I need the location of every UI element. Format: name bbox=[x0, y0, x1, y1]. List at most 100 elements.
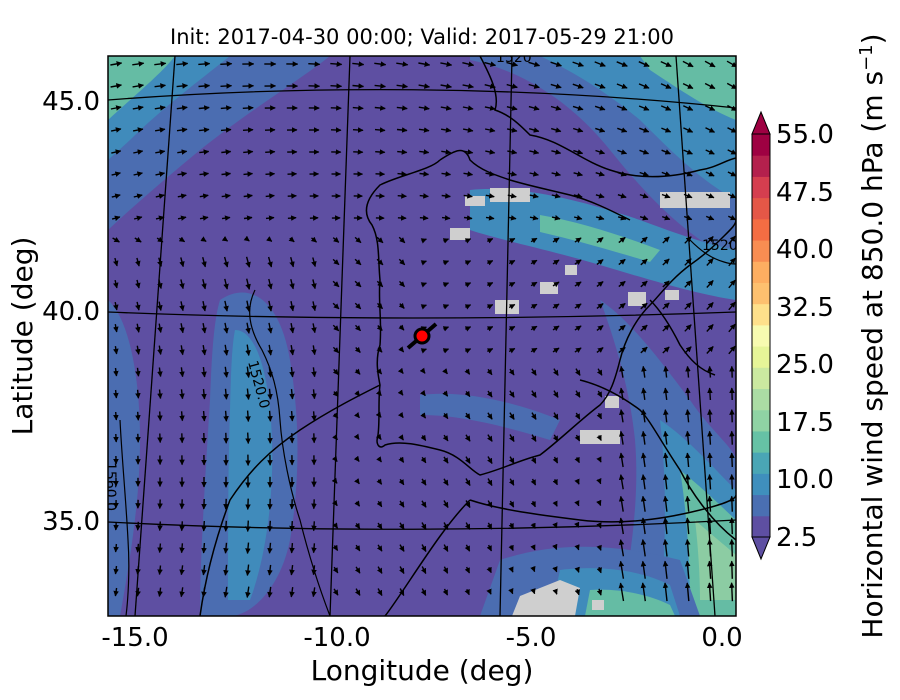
wind-vector bbox=[135, 543, 141, 553]
wind-vector bbox=[507, 215, 517, 221]
wind-vector bbox=[660, 60, 672, 68]
wind-vector bbox=[330, 83, 343, 89]
wind-vector bbox=[332, 544, 339, 551]
wind-vector bbox=[705, 215, 715, 221]
wind-vector bbox=[223, 300, 229, 312]
wind-vector bbox=[573, 171, 583, 177]
wind-vector bbox=[684, 258, 692, 266]
wind-vector bbox=[684, 346, 692, 354]
wind-vector bbox=[486, 390, 493, 398]
wind-vector bbox=[486, 237, 494, 244]
colorbar-label: Horizontal wind speed at 850.0 hPa (m s−… bbox=[856, 33, 889, 638]
wind-vector bbox=[420, 304, 427, 310]
wind-vector bbox=[530, 500, 536, 508]
wind-vector bbox=[484, 83, 496, 89]
wind-vector bbox=[442, 478, 449, 486]
wind-vector bbox=[706, 280, 714, 288]
wind-vector bbox=[157, 587, 163, 597]
wind-vector bbox=[245, 410, 251, 422]
wind-vector bbox=[419, 171, 430, 177]
wind-vector bbox=[265, 171, 276, 177]
wind-vector bbox=[508, 325, 516, 332]
wind-vector bbox=[551, 171, 561, 177]
wind-vector bbox=[332, 324, 340, 332]
wind-vector bbox=[640, 539, 647, 557]
wind-vector bbox=[398, 456, 405, 463]
wind-vector bbox=[596, 259, 604, 265]
wind-vector bbox=[573, 215, 583, 221]
colorbar-tick-label: 17.5 bbox=[776, 408, 834, 438]
wind-vector bbox=[398, 434, 404, 441]
wind-vector bbox=[638, 61, 650, 67]
wind-vector bbox=[135, 565, 141, 575]
wind-vector bbox=[641, 365, 647, 378]
wind-vector bbox=[596, 325, 604, 331]
wind-vector bbox=[398, 346, 405, 353]
colorbar-segment bbox=[752, 409, 770, 432]
wind-vector bbox=[663, 430, 669, 445]
wind-vector bbox=[508, 368, 515, 376]
colorbar-segment bbox=[752, 494, 770, 517]
wind-vector bbox=[289, 411, 295, 422]
wind-vector bbox=[179, 543, 185, 554]
wind-vector bbox=[462, 105, 474, 111]
wind-vector bbox=[287, 215, 297, 221]
wind-vector bbox=[220, 83, 233, 89]
wind-vector bbox=[684, 495, 691, 512]
wind-vector bbox=[332, 346, 340, 354]
wind-vector bbox=[618, 302, 626, 310]
wind-vector bbox=[662, 474, 669, 490]
wind-vector bbox=[706, 236, 714, 244]
wind-vector bbox=[242, 105, 254, 111]
wind-vector bbox=[572, 105, 584, 111]
wind-vector bbox=[179, 345, 185, 356]
wind-vector bbox=[397, 389, 404, 396]
wind-vector bbox=[685, 387, 691, 401]
wind-vector bbox=[508, 522, 515, 530]
wind-vector bbox=[200, 236, 207, 242]
wind-vector bbox=[352, 61, 365, 67]
wind-vector bbox=[442, 326, 450, 332]
wind-vector bbox=[485, 193, 495, 199]
wind-vector bbox=[199, 171, 210, 177]
wind-vector bbox=[551, 215, 561, 221]
wind-vector bbox=[111, 149, 122, 155]
wind-vector bbox=[704, 60, 716, 68]
wind-vector bbox=[685, 452, 691, 468]
wind-vector bbox=[157, 367, 163, 378]
wind-vector bbox=[420, 588, 427, 596]
wind-vector bbox=[110, 83, 122, 89]
wind-vector bbox=[289, 367, 295, 378]
wind-vector bbox=[484, 61, 497, 67]
wind-vector bbox=[179, 521, 185, 532]
wind-vector bbox=[201, 542, 207, 554]
wind-vector bbox=[399, 544, 405, 552]
wind-vector bbox=[729, 517, 735, 535]
wind-vector bbox=[530, 456, 537, 464]
wind-vector bbox=[201, 410, 207, 422]
wind-vector bbox=[289, 521, 295, 532]
wind-vector bbox=[618, 517, 625, 535]
wind-vector bbox=[245, 344, 251, 356]
wind-vector bbox=[418, 105, 430, 111]
wind-vector bbox=[440, 127, 452, 133]
wind-vector bbox=[113, 565, 119, 575]
wind-vector bbox=[465, 500, 471, 508]
wind-vector bbox=[705, 149, 715, 155]
colorbar-extend-min bbox=[751, 536, 771, 561]
wind-vector bbox=[332, 368, 339, 376]
wind-vector bbox=[245, 520, 251, 532]
wind-vectors bbox=[110, 60, 736, 602]
wind-vector bbox=[465, 478, 471, 486]
wind-vector bbox=[508, 500, 515, 508]
wind-vector bbox=[729, 430, 735, 445]
wind-vector bbox=[707, 430, 713, 445]
wind-vector bbox=[242, 127, 254, 133]
wind-vector bbox=[267, 300, 273, 312]
colorbar-segment bbox=[752, 346, 770, 368]
wind-vector bbox=[330, 61, 343, 67]
wind-vector bbox=[113, 587, 119, 597]
wind-vector bbox=[705, 193, 715, 199]
wind-vector bbox=[442, 456, 449, 464]
wind-vector bbox=[199, 193, 209, 199]
